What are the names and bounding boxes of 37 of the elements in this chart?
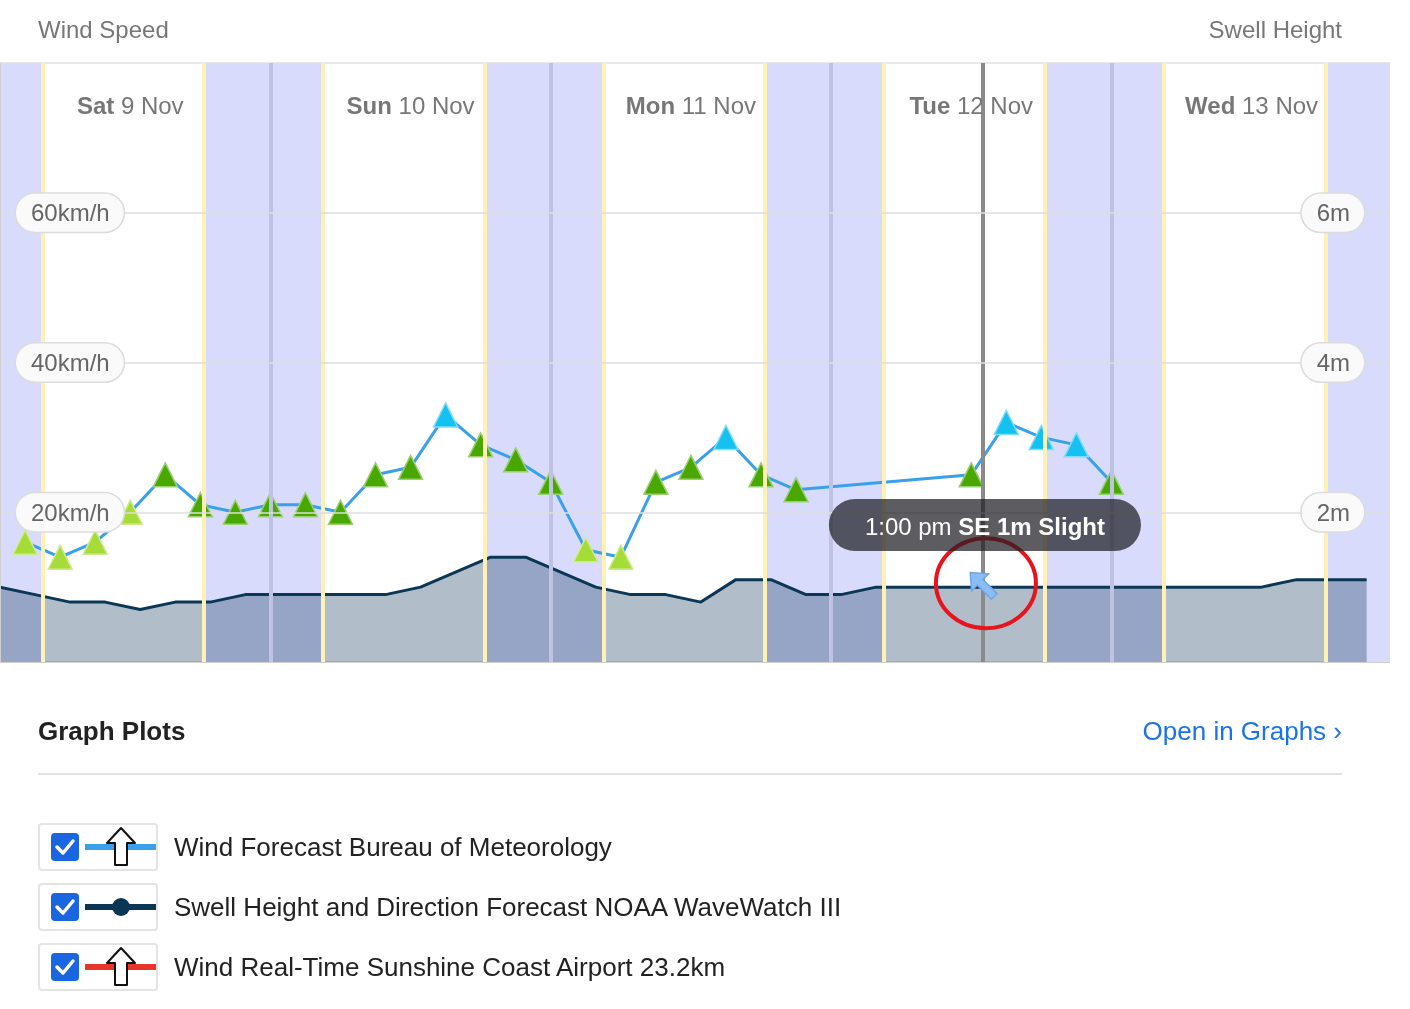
point (47, 544, 73, 570)
point (397, 454, 424, 481)
y-tick-label: 20km/h (31, 498, 110, 526)
point (222, 499, 249, 525)
y-tick-label: 40km/h (31, 349, 110, 376)
x-tick-label: Wed 13 Nov (1185, 91, 1319, 119)
legend-label: Wind Real-Time Sunshine Coast Airport 23.2km (174, 951, 726, 983)
point (958, 462, 984, 488)
point (292, 492, 319, 518)
x-tick-label: Sun 10 Nov (346, 91, 475, 119)
y2-tick-label: 6m (1316, 199, 1350, 227)
text: Open in Graphs › (1142, 715, 1342, 747)
point (152, 462, 179, 488)
y2-tick-label: 2m (1316, 498, 1350, 526)
y-axis-title: Wind Speed (38, 15, 169, 43)
point (608, 544, 634, 570)
point (783, 477, 809, 503)
point (713, 424, 739, 451)
y2-tick-label: 4m (1316, 349, 1350, 376)
x-tick-label: Sat 9 Nov (76, 91, 184, 119)
legend-title: Graph Plots (38, 715, 186, 747)
point (1063, 432, 1090, 458)
legend-label: Swell Height and Direction Forecast NOAA WaveWatch III (174, 891, 842, 923)
point (327, 499, 354, 525)
point (12, 529, 38, 555)
annotation: 1:00 pm SE 1m Slight (864, 512, 1105, 540)
x-tick-label: Mon 11 Nov (625, 91, 757, 119)
y2-axis-title: Swell Height (1208, 15, 1343, 43)
point (993, 409, 1020, 436)
point (643, 469, 669, 496)
y-tick-label: 60km/h (31, 199, 110, 227)
legend-label: Wind Forecast Bureau of Meteorology (174, 831, 612, 863)
point (573, 536, 599, 563)
point (678, 454, 704, 481)
point (432, 402, 459, 428)
point (502, 447, 529, 473)
point (362, 462, 389, 488)
